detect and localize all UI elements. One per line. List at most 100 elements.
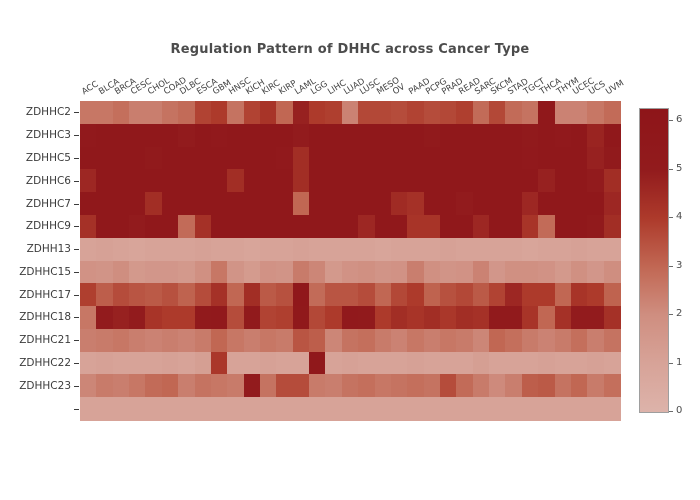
y-tick-mark (74, 363, 79, 365)
heatmap-cell (472, 306, 490, 330)
heatmap-cell (227, 328, 245, 353)
y-tick-label: ZDHHC7 (25, 197, 71, 210)
heatmap-cell (538, 214, 556, 239)
heatmap-cell (227, 214, 245, 239)
heatmap-cell (96, 306, 114, 330)
heatmap-cell (341, 101, 359, 125)
heatmap-cell (554, 214, 572, 239)
heatmap-cell (554, 237, 572, 262)
heatmap-cell (407, 101, 425, 125)
heatmap-cell (325, 237, 343, 262)
heatmap-cell (423, 351, 441, 376)
heatmap-cell (210, 374, 228, 398)
y-tick-label: ZDHHC17 (19, 288, 71, 301)
heatmap-cell (227, 260, 245, 284)
heatmap-cell (292, 123, 310, 148)
heatmap-cell (521, 283, 539, 307)
heatmap-cell (194, 397, 212, 421)
heatmap-cell (554, 328, 572, 353)
heatmap-cell (570, 306, 588, 330)
heatmap-cell (325, 123, 343, 148)
heatmap-cell (603, 123, 621, 148)
heatmap-cell (276, 306, 294, 330)
colorbar-tick-mark (669, 265, 673, 267)
heatmap-cell (374, 192, 392, 216)
heatmap-cell (292, 214, 310, 239)
heatmap-cell (603, 101, 621, 125)
y-tick-mark (74, 294, 79, 296)
heatmap-cell (80, 169, 97, 193)
heatmap-cell (161, 351, 179, 376)
heatmap-cell (554, 283, 572, 307)
heatmap-cell (194, 306, 212, 330)
heatmap-cell (194, 169, 212, 193)
heatmap-cell (145, 192, 163, 216)
heatmap-cell (341, 214, 359, 239)
colorbar-tick-label: 6 (676, 114, 683, 126)
y-tick-label: ZDHH13 (26, 243, 71, 256)
heatmap-cell (341, 397, 359, 421)
heatmap-cell (423, 397, 441, 421)
heatmap-cell (358, 374, 376, 398)
heatmap-cell (260, 260, 277, 284)
heatmap-cell (260, 351, 277, 376)
heatmap-cell (423, 169, 441, 193)
heatmap-cell (407, 260, 425, 284)
heatmap-cell (227, 101, 245, 125)
heatmap-cell (178, 101, 196, 125)
heatmap-cell (341, 169, 359, 193)
heatmap-cell (440, 169, 457, 193)
colorbar-tick-mark (669, 217, 673, 219)
heatmap-cell (309, 260, 327, 284)
heatmap-cell (407, 123, 425, 148)
heatmap-cell (587, 397, 605, 421)
heatmap-cell (440, 397, 457, 421)
heatmap-cell (96, 214, 114, 239)
chart-title: Regulation Pattern of DHHC across Cancer… (170, 42, 530, 57)
heatmap-cell (243, 374, 261, 398)
heatmap-cell (440, 351, 457, 376)
heatmap-cell (472, 101, 490, 125)
heatmap-cell (570, 283, 588, 307)
heatmap-cell (129, 306, 147, 330)
colorbar-tick-label: 1 (676, 356, 683, 368)
heatmap-cell (603, 237, 621, 262)
y-tick-label: ZDHHC9 (25, 220, 71, 233)
heatmap-cell (407, 283, 425, 307)
heatmap-cell (276, 397, 294, 421)
heatmap-cell (145, 169, 163, 193)
heatmap-cell (489, 237, 507, 262)
heatmap-cell (423, 328, 441, 353)
heatmap-cell (472, 260, 490, 284)
heatmap-cell (358, 260, 376, 284)
heatmap-cell (309, 146, 327, 170)
heatmap-cell (603, 351, 621, 376)
heatmap-cell (407, 237, 425, 262)
heatmap-cell (341, 328, 359, 353)
heatmap-cell (440, 283, 457, 307)
heatmap-cell (554, 192, 572, 216)
heatmap-cell (243, 328, 261, 353)
heatmap-cell (374, 169, 392, 193)
heatmap-cell (456, 192, 474, 216)
heatmap-cell (210, 260, 228, 284)
heatmap-cell (440, 123, 457, 148)
heatmap-cell (489, 328, 507, 353)
heatmap-cell (309, 397, 327, 421)
heatmap-cell (489, 374, 507, 398)
heatmap-cell (178, 146, 196, 170)
heatmap-cell (538, 169, 556, 193)
heatmap-cell (276, 260, 294, 284)
heatmap-cell (440, 328, 457, 353)
colorbar-tick-mark (669, 314, 673, 316)
heatmap-cell (243, 192, 261, 216)
heatmap-cell (374, 101, 392, 125)
heatmap-cell (374, 237, 392, 262)
heatmap-cell (587, 283, 605, 307)
heatmap-cell (358, 237, 376, 262)
heatmap-cell (96, 169, 114, 193)
heatmap-cell (80, 260, 97, 284)
heatmap-cell (145, 397, 163, 421)
heatmap-cell (227, 192, 245, 216)
y-tick-label: ZDHHC18 (19, 311, 71, 324)
